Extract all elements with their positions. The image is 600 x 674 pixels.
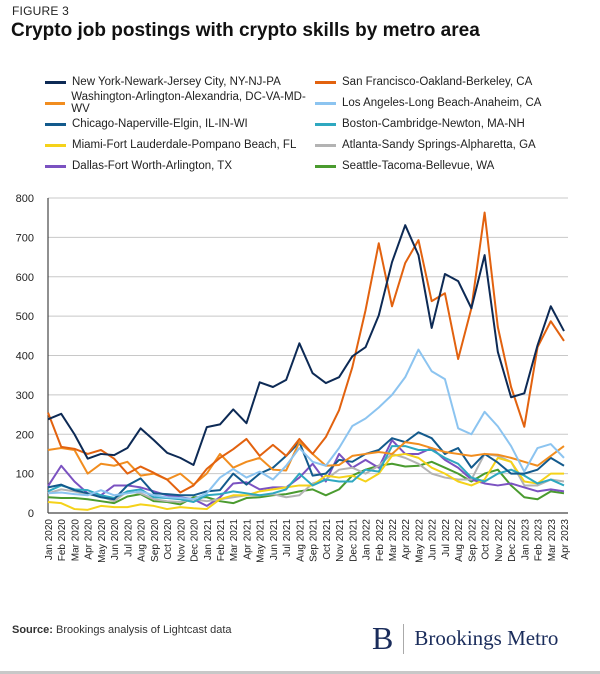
y-tick-label: 600	[16, 272, 34, 284]
y-tick-label: 200	[16, 429, 34, 441]
series-line	[47, 452, 564, 511]
legend-label: San Francisco-Oakland-Berkeley, CA	[342, 76, 533, 88]
legend-label: Los Angeles-Long Beach-Anaheim, CA	[342, 97, 542, 109]
legend-item: Atlanta-Sandy Springs-Alpharetta, GA	[315, 137, 585, 153]
x-tick-label: May 2021	[256, 519, 267, 563]
y-tick-label: 300	[16, 390, 34, 402]
x-tick-label: Jul 2022	[441, 519, 452, 557]
series-line	[47, 441, 565, 486]
y-tick-label: 100	[16, 469, 34, 481]
legend-item: Boston-Cambridge-Newton, MA-NH	[315, 116, 585, 132]
legend-label: Seattle-Tacoma-Bellevue, WA	[342, 160, 495, 172]
x-tick-label: Oct 2021	[322, 519, 333, 560]
legend-swatch	[315, 143, 336, 147]
chart-title: Crypto job postings with crypto skills b…	[11, 20, 480, 41]
legend-label: Atlanta-Sandy Springs-Alpharetta, GA	[342, 139, 536, 151]
source-label: Source:	[12, 624, 53, 636]
legend-swatch	[45, 101, 66, 105]
y-tick-label: 400	[16, 351, 34, 363]
x-tick-label: Jun 2020	[110, 519, 121, 561]
legend-label: Chicago-Naperville-Elgin, IL-IN-WI	[72, 118, 248, 130]
legend-item: San Francisco-Oakland-Berkeley, CA	[315, 74, 585, 90]
x-tick-label: May 2020	[97, 519, 108, 563]
x-tick-label: Apr 2023	[560, 519, 571, 560]
legend-item: Los Angeles-Long Beach-Anaheim, CA	[315, 95, 585, 111]
legend-item: Seattle-Tacoma-Bellevue, WA	[315, 158, 585, 174]
x-tick-label: Feb 2021	[216, 519, 227, 562]
legend-swatch	[45, 143, 66, 147]
x-tick-label: Oct 2020	[163, 519, 174, 560]
x-tick-label: Jan 2023	[520, 519, 531, 561]
legend-swatch	[45, 164, 66, 168]
x-tick-label: Dec 2020	[190, 519, 201, 562]
x-tick-label: Jun 2021	[269, 519, 280, 561]
legend-item: Washington-Arlington-Alexandria, DC-VA-M…	[45, 91, 315, 115]
x-tick-label: Dec 2021	[348, 519, 359, 562]
x-tick-label: Feb 2023	[534, 519, 545, 562]
series-line	[47, 224, 565, 466]
legend-item: Dallas-Fort Worth-Arlington, TX	[45, 158, 315, 174]
x-tick-label: Jan 2021	[203, 519, 214, 561]
x-tick-label: Mar 2020	[70, 519, 81, 562]
x-tick-label: Apr 2021	[242, 519, 253, 560]
x-tick-label: Nov 2020	[176, 519, 187, 562]
y-tick-label: 500	[16, 311, 34, 323]
bottom-divider	[0, 671, 600, 674]
legend-label: Washington-Arlington-Alexandria, DC-VA-M…	[71, 91, 306, 115]
legend-swatch	[45, 122, 66, 126]
legend-item: New York-Newark-Jersey City, NY-NJ-PA	[45, 74, 315, 90]
legend-label: New York-Newark-Jersey City, NY-NJ-PA	[72, 76, 281, 88]
legend: New York-Newark-Jersey City, NY-NJ-PA San…	[45, 74, 585, 174]
x-tick-label: Sep 2020	[150, 519, 161, 562]
logo-mark-icon: B	[372, 620, 394, 656]
x-tick-label: Nov 2021	[335, 519, 346, 562]
x-tick-label: Mar 2021	[229, 519, 240, 562]
x-tick-label: Sep 2021	[309, 519, 320, 562]
x-tick-label: Mar 2023	[547, 519, 558, 562]
x-tick-label: Sep 2022	[467, 519, 478, 562]
x-tick-label: Mar 2022	[388, 519, 399, 562]
x-tick-label: Feb 2020	[57, 519, 68, 562]
legend-swatch	[315, 80, 336, 84]
y-tick-label: 0	[28, 508, 34, 520]
legend-item: Miami-Fort Lauderdale-Pompano Beach, FL	[45, 137, 315, 153]
series-line	[47, 211, 565, 494]
source-text: Brookings analysis of Lightcast data	[56, 624, 232, 636]
x-tick-label: Jan 2020	[44, 519, 55, 561]
source-note: Source: Brookings analysis of Lightcast …	[12, 624, 232, 636]
y-tick-label: 800	[16, 193, 34, 205]
legend-label: Miami-Fort Lauderdale-Pompano Beach, FL	[72, 139, 297, 151]
x-tick-label: Jun 2022	[428, 519, 439, 561]
logo-text: Brookings Metro	[414, 626, 559, 650]
legend-swatch	[315, 164, 336, 168]
figure-label: FIGURE 3	[12, 4, 69, 18]
x-tick-label: Nov 2022	[494, 519, 505, 562]
x-tick-label: Aug 2020	[137, 519, 148, 562]
y-tick-label: 700	[16, 232, 34, 244]
x-tick-label: May 2022	[414, 519, 425, 563]
legend-swatch	[315, 122, 336, 126]
x-tick-label: Feb 2022	[375, 519, 386, 562]
x-tick-label: Jan 2022	[362, 519, 373, 561]
series-line	[47, 431, 565, 501]
x-tick-label: Apr 2022	[401, 519, 412, 560]
logo-divider	[403, 623, 405, 654]
legend-label: Dallas-Fort Worth-Arlington, TX	[72, 160, 232, 172]
legend-swatch	[315, 101, 336, 105]
x-tick-label: Aug 2022	[454, 519, 465, 562]
x-tick-label: Jul 2020	[123, 519, 134, 557]
x-tick-label: Apr 2020	[84, 519, 95, 560]
legend-swatch	[45, 80, 66, 84]
legend-label: Boston-Cambridge-Newton, MA-NH	[342, 118, 525, 130]
x-tick-label: Dec 2022	[507, 519, 518, 562]
x-tick-label: Oct 2022	[481, 519, 492, 560]
series-line	[47, 445, 565, 503]
brookings-logo: B Brookings Metro	[372, 620, 558, 657]
legend-item: Chicago-Naperville-Elgin, IL-IN-WI	[45, 116, 315, 132]
series-line	[47, 348, 565, 501]
x-tick-label: Jul 2021	[282, 519, 293, 557]
x-tick-label: Aug 2021	[295, 519, 306, 562]
